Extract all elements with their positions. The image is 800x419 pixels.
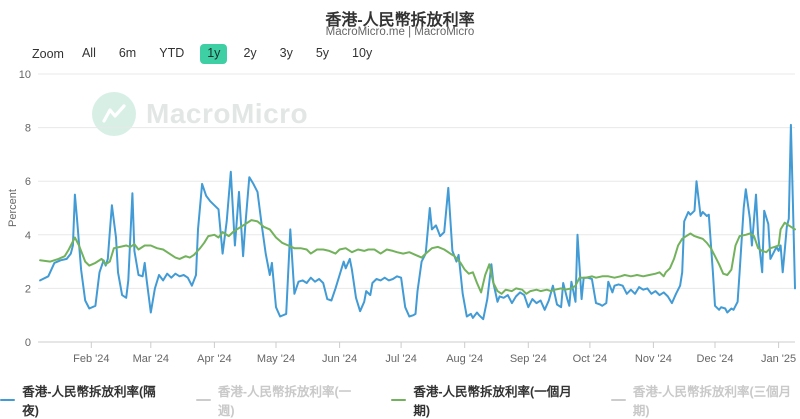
range-button-10y[interactable]: 10y xyxy=(345,44,379,64)
legend-item[interactable]: 香港-人民幣拆放利率(三個月期) xyxy=(610,381,800,419)
svg-text:Feb '24: Feb '24 xyxy=(73,353,109,365)
legend-item[interactable]: 香港-人民幣拆放利率(一週) xyxy=(195,381,362,419)
svg-text:Aug '24: Aug '24 xyxy=(446,353,483,365)
range-button-all[interactable]: All xyxy=(75,44,103,64)
svg-text:8: 8 xyxy=(25,123,31,135)
chart-subtitle: MacroMicro.me | MacroMicro xyxy=(325,26,475,38)
chart-plot[interactable]: 0 2 4 6 8 10 Feb '24 Mar '24 Apr '24 May '24 Jun '… xyxy=(0,0,800,375)
legend-label: 香港-人民幣拆放利率(一週) xyxy=(217,385,352,418)
svg-text:Jul '24: Jul '24 xyxy=(385,353,416,365)
legend: 香港-人民幣拆放利率(隔夜) 香港-人民幣拆放利率(一週) 香港-人民幣拆放利率(一… xyxy=(0,381,800,419)
legend-label: 香港-人民幣拆放利率(三個月期) xyxy=(632,385,792,418)
svg-text:Jan '25: Jan '25 xyxy=(761,353,796,365)
svg-text:Jun '24: Jun '24 xyxy=(322,353,357,365)
legend-marker-icon xyxy=(610,399,626,401)
range-button-1y[interactable]: 1y xyxy=(200,44,228,64)
range-button-3y[interactable]: 3y xyxy=(273,44,300,64)
zoom-label: Zoom xyxy=(32,47,64,61)
legend-item[interactable]: 香港-人民幣拆放利率(隔夜) xyxy=(0,381,166,419)
svg-text:2: 2 xyxy=(25,283,31,295)
range-button-6m[interactable]: 6m xyxy=(112,44,143,64)
legend-item[interactable]: 香港-人民幣拆放利率(一個月期) xyxy=(391,381,580,419)
legend-marker-icon xyxy=(0,399,16,401)
svg-text:Nov '24: Nov '24 xyxy=(635,353,672,365)
svg-text:May '24: May '24 xyxy=(257,353,295,365)
legend-marker-icon xyxy=(391,399,407,401)
svg-text:Apr '24: Apr '24 xyxy=(197,353,232,365)
range-button-2y[interactable]: 2y xyxy=(236,44,263,64)
page-title: 香港-人民幣拆放利率 xyxy=(325,12,475,29)
range-button-5y[interactable]: 5y xyxy=(309,44,336,64)
svg-text:10: 10 xyxy=(19,69,31,81)
legend-label: 香港-人民幣拆放利率(一個月期) xyxy=(413,385,572,418)
range-button-ytd[interactable]: YTD xyxy=(152,44,191,64)
svg-text:4: 4 xyxy=(25,230,31,242)
range-selector: Zoom All 6m YTD 1y 2y 3y 5y 10y xyxy=(30,44,379,64)
svg-text:Mar '24: Mar '24 xyxy=(133,353,169,365)
svg-text:6: 6 xyxy=(25,176,31,188)
svg-text:0: 0 xyxy=(25,337,31,349)
svg-text:Sep '24: Sep '24 xyxy=(510,353,547,365)
svg-text:Dec '24: Dec '24 xyxy=(697,353,734,365)
legend-label: 香港-人民幣拆放利率(隔夜) xyxy=(22,385,156,418)
svg-text:Percent: Percent xyxy=(7,189,19,227)
legend-marker-icon xyxy=(195,399,211,401)
svg-text:Oct '24: Oct '24 xyxy=(573,353,608,365)
